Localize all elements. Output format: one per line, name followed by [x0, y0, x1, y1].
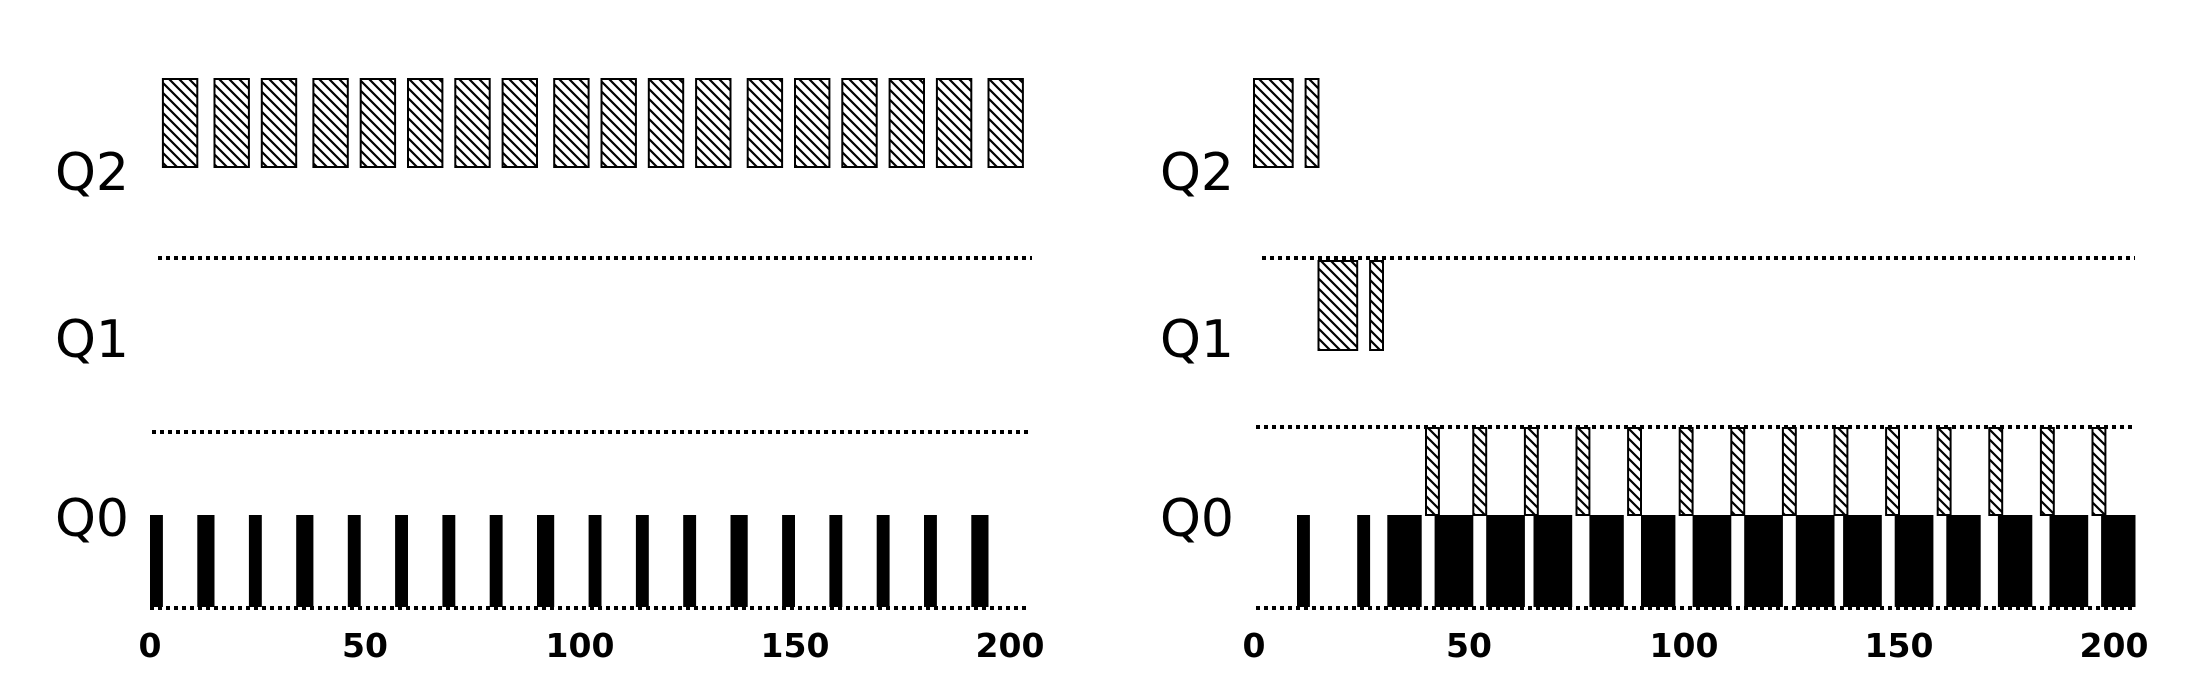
right-tick-50: 50	[1446, 626, 1492, 665]
left-q0-slice-5	[395, 515, 408, 607]
left-q0-slice-1	[197, 515, 215, 607]
right-tick-100: 100	[1650, 626, 1719, 665]
left-q2-slice-6	[454, 78, 491, 168]
left-tick-0: 0	[139, 626, 162, 665]
left-q0-slice-9	[588, 515, 602, 607]
left-q0-slice-15	[876, 515, 890, 607]
right-q0-hatched-slice-12	[2039, 427, 2055, 516]
left-q2-label: Q2	[55, 143, 129, 203]
left-q0-slice-13	[782, 515, 795, 607]
right-q1-slice-1	[1369, 260, 1384, 351]
right-q1-label: Q1	[1160, 310, 1234, 370]
left-tick-150: 150	[761, 626, 830, 665]
left-tick-200: 200	[976, 626, 1045, 665]
right-q0-slice-0	[1297, 515, 1310, 607]
right-q0-hatched-slice-5	[1678, 427, 1694, 516]
left-q0-slice-16	[924, 515, 937, 607]
right-q0-hatched-slice-2	[1523, 427, 1539, 516]
right-q2-label: Q2	[1160, 143, 1234, 203]
left-q0-slice-8	[537, 515, 555, 607]
left-q0-slice-2	[248, 515, 262, 607]
right-q0-slice-16	[2101, 515, 2136, 607]
left-q0-slice-11	[683, 515, 697, 607]
left-q2-slice-15	[888, 78, 925, 168]
left-q2-slice-9	[600, 78, 637, 168]
right-tick-150: 150	[1865, 626, 1934, 665]
left-q2-slice-2	[260, 78, 298, 168]
left-q2-slice-5	[407, 78, 444, 168]
left-q2-slice-17	[987, 78, 1024, 168]
right-q0-slice-7	[1641, 515, 1676, 607]
right-q0-hatched-slice-8	[1833, 427, 1849, 516]
left-q0-slice-6	[442, 515, 456, 607]
right-q0-hatched-slice-9	[1885, 427, 1900, 516]
left-q0-slice-3	[296, 515, 314, 607]
left-q0-slice-10	[635, 515, 649, 607]
right-tick-200: 200	[2080, 626, 2149, 665]
right-q0-hatched-slice-11	[1988, 427, 2004, 516]
left-q0-label: Q0	[55, 489, 129, 549]
right-x-axis-ticks: 0 50 100 150 200	[1243, 626, 2149, 665]
right-q0-hatched-slice-7	[1781, 427, 1797, 516]
right-q0-hatched-slice-13	[2091, 427, 2107, 516]
right-q0-slice-5	[1533, 515, 1573, 607]
left-q0-slice-17	[971, 515, 989, 607]
right-q0-hatched-slice-6	[1730, 427, 1746, 516]
left-q2-slice-7	[501, 78, 539, 168]
left-q2-slice-10	[647, 78, 685, 168]
left-q2-slice-0	[161, 78, 199, 168]
right-q0-slice-11	[1843, 515, 1882, 607]
left-bars	[150, 78, 1024, 607]
left-q2-slice-1	[213, 78, 250, 168]
right-q0-slice-6	[1589, 515, 1624, 607]
left-x-axis-ticks: 0 50 100 150 200	[139, 626, 1045, 665]
right-q0-slice-4	[1486, 515, 1525, 607]
right-bars	[1253, 78, 2136, 607]
right-q2-slice-0	[1253, 78, 1294, 168]
right-q0-slice-10	[1795, 515, 1835, 607]
right-q0-hatched-slice-3	[1575, 427, 1591, 516]
right-q0-hatched-slice-4	[1627, 427, 1642, 516]
left-q2-slice-16	[935, 78, 973, 168]
left-q2-slice-14	[841, 78, 878, 168]
left-q0-slice-12	[730, 515, 748, 607]
right-q0-slice-3	[1434, 515, 1474, 607]
right-q0-slice-2	[1387, 515, 1422, 607]
right-q0-slice-8	[1692, 515, 1732, 607]
right-q0-slice-12	[1894, 515, 1934, 607]
right-panel: Q2 Q1 Q0 0 50 100 150 200	[1160, 78, 2149, 665]
right-q0-slice-1	[1357, 515, 1371, 607]
right-q0-slice-15	[2049, 515, 2089, 607]
left-q0-slice-7	[489, 515, 503, 607]
right-q0-label: Q0	[1160, 489, 1234, 549]
left-q2-slice-8	[553, 78, 590, 168]
right-q1-slice-0	[1317, 260, 1359, 351]
right-q2-slice-1	[1304, 78, 1320, 168]
left-q0-slice-0	[150, 515, 163, 607]
right-q0-slice-9	[1744, 515, 1783, 607]
right-tick-0: 0	[1243, 626, 1266, 665]
left-q2-slice-13	[794, 78, 831, 168]
left-panel: Q2 Q1 Q0 0 50 100 150 200	[55, 78, 1045, 665]
right-q0-hatched-slice-10	[1936, 427, 1952, 516]
left-tick-100: 100	[546, 626, 615, 665]
right-q0-slice-14	[1997, 515, 2033, 607]
left-q2-slice-11	[695, 78, 732, 168]
right-q0-slice-13	[1946, 515, 1981, 607]
left-q0-slice-14	[829, 515, 843, 607]
left-q1-label: Q1	[55, 310, 129, 370]
left-q2-slice-12	[746, 78, 784, 168]
left-q2-slice-3	[312, 78, 349, 168]
left-tick-50: 50	[342, 626, 388, 665]
left-q0-slice-4	[347, 515, 361, 607]
right-q0-hatched-slice-0	[1425, 427, 1440, 516]
left-q2-slice-4	[359, 78, 397, 168]
right-q0-hatched-slice-1	[1472, 427, 1488, 516]
